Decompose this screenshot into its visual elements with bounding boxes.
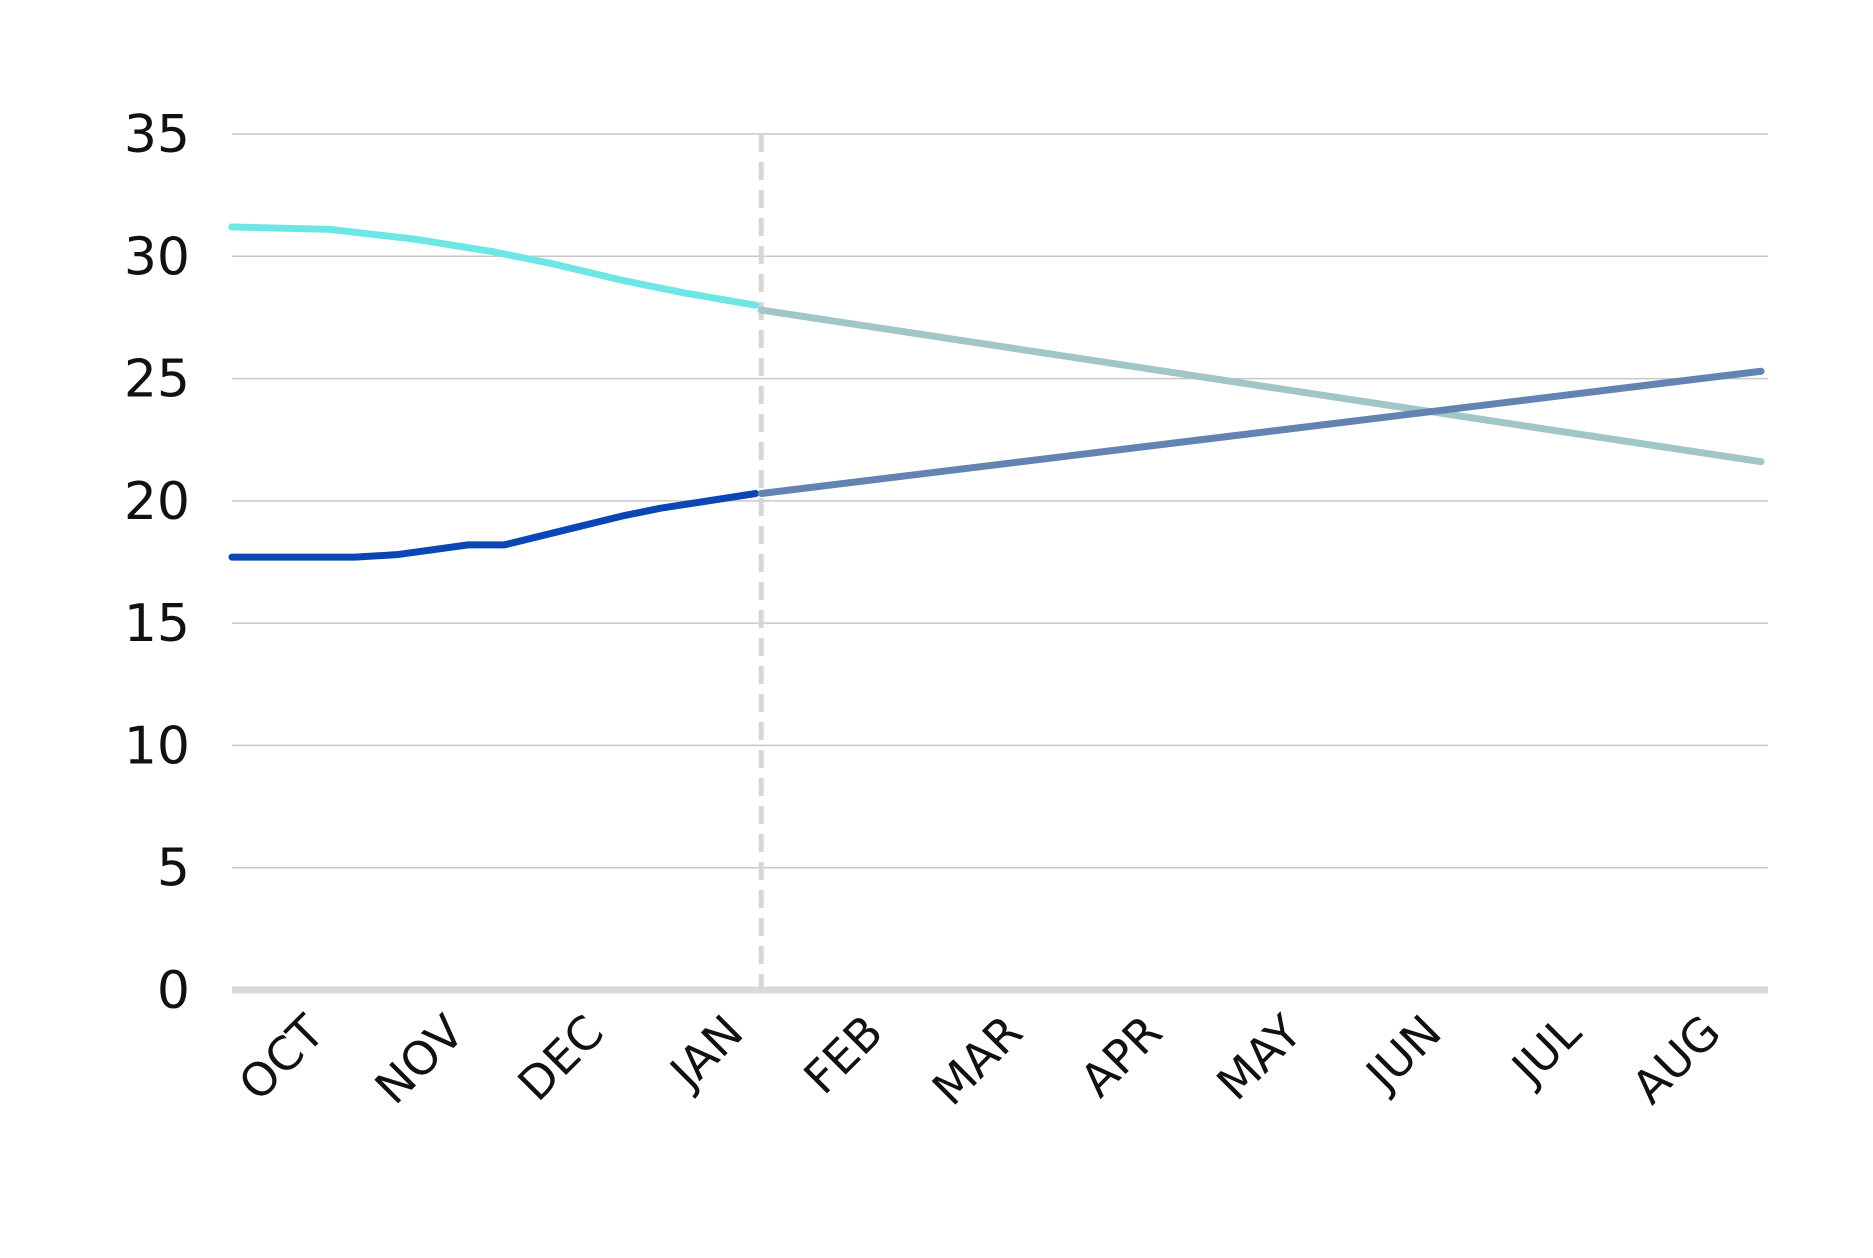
y-tick-label: 25 [124,350,190,410]
x-tick-label: DEC [507,1005,613,1111]
x-tick-label: MAR [922,1005,1033,1116]
y-tick-label: 0 [157,961,190,1021]
y-tick-label: 20 [124,472,190,532]
x-tick-label: JUN [1354,1005,1452,1103]
y-tick-label: 15 [124,594,190,654]
line [757,367,1765,498]
x-tick-label: APR [1070,1005,1173,1108]
line [228,223,760,309]
y-tick-label: 5 [157,839,190,899]
y-tick-label: 30 [124,227,190,287]
x-tick-label: NOV [364,1004,474,1114]
line [757,306,1765,466]
y-tick-label: 35 [124,105,190,165]
x-tick-label: JUL [1499,1004,1591,1096]
x-tick-label: FEB [793,1005,893,1105]
x-tick-label: JAN [658,1005,754,1101]
y-tick-label: 10 [124,716,190,776]
x-tick-label: MAY [1206,1004,1312,1110]
line [228,490,760,561]
x-tick-label: AUG [1622,1005,1731,1114]
x-tick-label: OCT [228,1004,335,1111]
